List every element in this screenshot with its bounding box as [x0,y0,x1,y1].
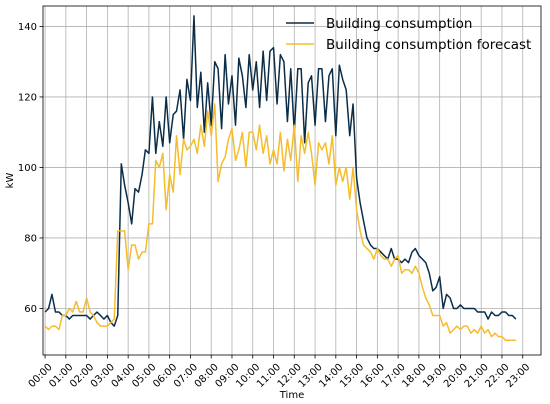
y-tick-label: 100 [18,163,37,174]
x-tick-label: 23:00 [504,362,532,390]
y-tick-label: 60 [24,304,37,315]
x-axis: 00:0001:0002:0003:0004:0005:0006:0007:00… [27,355,532,390]
series-line-1 [44,15,517,327]
grid [43,6,541,355]
y-tick-label: 140 [18,22,37,33]
y-tick-label: 80 [24,233,37,244]
series-line-2 [44,103,516,341]
legend: Building consumption Building consumption… [286,16,531,53]
y-axis: 60 80 100 120 140 [18,22,43,315]
plot-frame [42,5,542,356]
y-tick-label: 120 [18,92,37,103]
x-axis-label: Time [279,390,304,401]
legend-label-1: Building consumption [326,16,472,32]
y-axis-label: kW [5,173,16,189]
legend-label-2: Building consumption forecast [326,37,531,53]
series-layer [44,15,517,341]
